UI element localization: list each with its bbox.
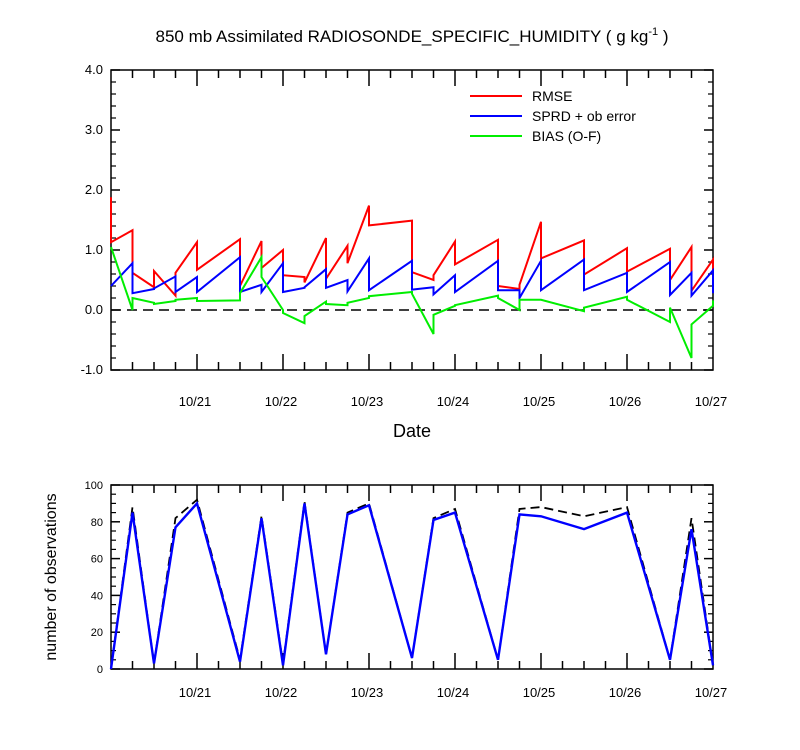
x-tick-label: 10/23 bbox=[351, 685, 384, 700]
series-line-possible bbox=[110, 498, 714, 670]
y-tick-label: 60 bbox=[91, 554, 103, 566]
y-tick-label: -1.0 bbox=[81, 362, 103, 377]
legend-label: BIAS (O-F) bbox=[532, 128, 601, 144]
x-tick-label: 10/25 bbox=[523, 394, 556, 409]
y-tick-label: 4.0 bbox=[85, 62, 103, 77]
legend-label: RMSE bbox=[532, 88, 572, 104]
x-tick-label: 10/26 bbox=[609, 394, 642, 409]
y-tick-label: 0.0 bbox=[85, 302, 103, 317]
x-tick-label: 10/25 bbox=[523, 685, 556, 700]
x-tick-label: 10/26 bbox=[609, 685, 642, 700]
y-tick-label: 20 bbox=[91, 627, 103, 639]
y-tick-label: 40 bbox=[91, 590, 103, 602]
x-tick-label: 10/27 bbox=[695, 685, 728, 700]
chart-title: 850 mb Assimilated RADIOSONDE_SPECIFIC_H… bbox=[156, 26, 669, 46]
x-tick-label: 10/21 bbox=[179, 394, 212, 409]
legend-label: SPRD + ob error bbox=[532, 108, 636, 124]
y-tick-label: 0 bbox=[97, 664, 103, 676]
x-tick-label: 10/22 bbox=[265, 394, 298, 409]
legend: RMSE SPRD + ob error BIAS (O-F) bbox=[470, 88, 636, 144]
rmse-chart: 850 mb Assimilated RADIOSONDE_SPECIFIC_H… bbox=[81, 26, 728, 441]
x-tick-label: 10/24 bbox=[437, 685, 470, 700]
y-tick-label: 3.0 bbox=[85, 122, 103, 137]
series-line-assimilated bbox=[109, 500, 715, 670]
y-tick-label: 80 bbox=[91, 517, 103, 529]
tick-marks: 10/21 10/22 10/23 10/24 10/25 10/26 10/27 0 20 40… bbox=[85, 480, 728, 700]
x-tick-label: 10/22 bbox=[265, 685, 298, 700]
x-tick-label: 10/24 bbox=[437, 394, 470, 409]
x-tick-label: 10/23 bbox=[351, 394, 384, 409]
x-tick-label: 10/27 bbox=[695, 394, 728, 409]
series-lines bbox=[109, 498, 715, 670]
tick-marks: 10/21 10/22 10/23 10/24 10/25 10/26 10/27 -1.0 0… bbox=[81, 62, 728, 409]
series-line-rmse bbox=[110, 197, 714, 299]
series-line-sprd-ob-error bbox=[110, 255, 714, 302]
series-line-bias-o-f bbox=[110, 246, 714, 359]
x-tick-label: 10/21 bbox=[179, 685, 212, 700]
x-axis-label: Date bbox=[393, 421, 431, 441]
observations-chart: 10/21 10/22 10/23 10/24 10/25 10/26 10/27 0 20 40… bbox=[43, 480, 727, 700]
y-axis-label: number of observations bbox=[43, 493, 60, 660]
y-tick-label: 1.0 bbox=[85, 242, 103, 257]
y-tick-label: 100 bbox=[85, 480, 103, 492]
series-lines bbox=[110, 197, 714, 359]
y-tick-label: 2.0 bbox=[85, 182, 103, 197]
